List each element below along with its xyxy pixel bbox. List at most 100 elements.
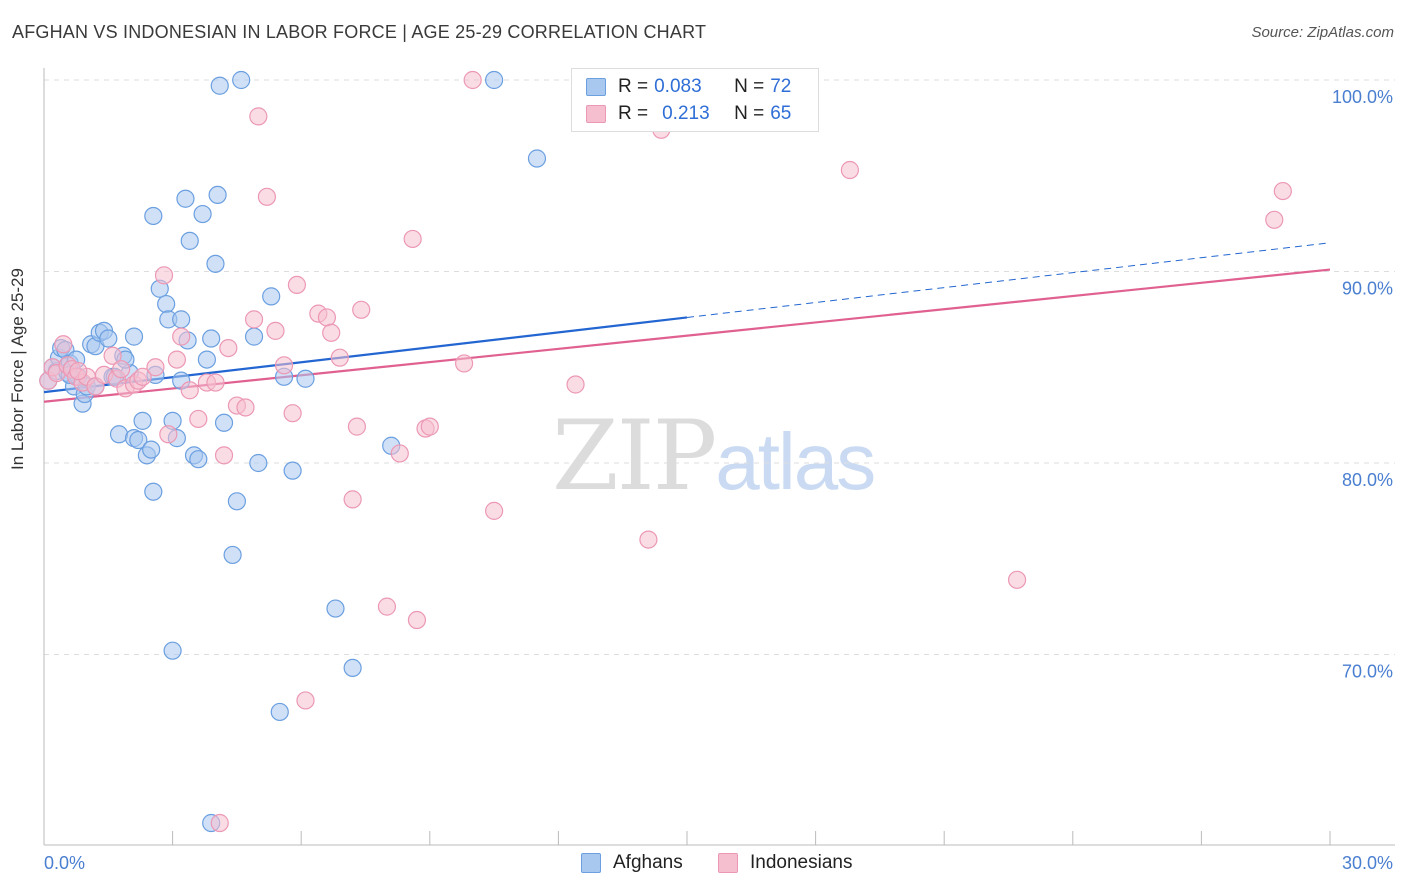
indonesians-trend-line [43, 268, 1331, 403]
trend-lines [43, 242, 1331, 403]
data-points [39, 70, 1292, 833]
indonesian-point [463, 70, 482, 90]
indonesian-point [146, 358, 165, 377]
indonesian-point [407, 610, 427, 630]
indonesian-point [403, 229, 422, 249]
afghan-point [109, 425, 129, 444]
afghans-swatch [586, 78, 606, 96]
afghan-point [193, 204, 212, 224]
afghan-point [296, 369, 315, 388]
afghan-point [343, 658, 362, 678]
legend-r-label: R = [618, 103, 649, 124]
indonesian-point [236, 398, 255, 417]
indonesian-point [1265, 210, 1284, 229]
legend-n-label: N = [734, 103, 765, 124]
indonesians-legend-swatch [718, 853, 738, 873]
indonesian-point [485, 501, 504, 520]
afghan-point [283, 461, 302, 480]
indonesian-point [159, 425, 178, 444]
indonesian-point [210, 813, 229, 833]
indonesian-point [1007, 570, 1027, 589]
indonesian-point [330, 348, 349, 367]
indonesian-point [322, 323, 341, 342]
indonesian-point [154, 266, 174, 285]
indonesians-swatch [586, 105, 606, 123]
indonesian-point [639, 530, 658, 549]
indonesian-point [69, 361, 88, 381]
legend-item-indonesians[interactable]: Indonesians [718, 852, 852, 874]
afghan-point [223, 545, 242, 565]
afghan-point [129, 430, 148, 450]
afghan-point [197, 350, 216, 369]
indonesian-point [287, 275, 307, 295]
indonesian-point [133, 367, 152, 386]
indonesian-point [214, 446, 234, 465]
indonesian-point [840, 160, 859, 180]
indonesian-point [347, 417, 367, 436]
afghan-point [262, 287, 281, 306]
indonesian-point [189, 409, 208, 429]
indonesian-point [566, 375, 585, 394]
legend-r-label: R = [618, 76, 649, 97]
legend-row-indonesians: R = 0.213 N = 65 [586, 102, 791, 126]
watermark: ZIPatlas [552, 400, 876, 512]
indonesians-r-value: 0.213 [662, 103, 710, 124]
afghan-point [485, 70, 504, 90]
afghan-point [180, 231, 199, 250]
afghan-point [144, 206, 163, 226]
y-tick-label: 70.0% [1342, 662, 1393, 682]
indonesian-point [244, 310, 264, 329]
grid-lines [44, 79, 1395, 655]
axes [43, 68, 1395, 846]
afghan-point [270, 702, 289, 722]
afghan-point [176, 189, 195, 208]
afghans-r-value: 0.083 [654, 76, 702, 97]
indonesians-n-value: 65 [770, 103, 792, 124]
indonesian-point [206, 373, 225, 392]
afghan-point [163, 641, 182, 660]
indonesian-point [343, 490, 362, 509]
legend-item-afghans[interactable]: Afghans [581, 852, 683, 874]
afghan-point [244, 327, 264, 346]
x-tick-label-min: 0.0% [44, 853, 85, 873]
watermark-zip: ZIP [552, 400, 717, 512]
indonesian-point [172, 327, 191, 346]
afghan-point [249, 453, 268, 473]
indonesian-point [317, 308, 337, 327]
y-tick-label: 100.0% [1332, 87, 1393, 107]
indonesian-point [180, 381, 199, 400]
afghans-n-value: 72 [770, 76, 792, 97]
afghan-point [527, 149, 547, 168]
afghan-point [232, 70, 251, 90]
watermark-atlas: atlas [715, 417, 876, 506]
indonesian-point [103, 346, 122, 365]
indonesians-legend-label: Indonesians [750, 852, 853, 873]
afghan-point [206, 254, 225, 273]
indonesian-point [249, 107, 268, 126]
source-label: Source: ZipAtlas.com [1251, 24, 1394, 41]
indonesian-point [1273, 181, 1292, 201]
afghan-point [99, 329, 118, 348]
indonesian-point [390, 444, 409, 463]
indonesian-point [296, 691, 315, 710]
afghan-point [144, 482, 163, 501]
indonesian-point [274, 356, 294, 375]
afghan-point [208, 185, 227, 204]
x-tick-label-max: 30.0% [1342, 853, 1393, 873]
indonesian-point [420, 417, 439, 436]
afghan-point [157, 294, 176, 314]
y-tick-label: 90.0% [1342, 279, 1393, 299]
indonesian-point [257, 187, 277, 206]
correlation-legend: R = 0.083 N = 72 R = 0.213 N = 65 [571, 68, 819, 132]
indonesian-point [454, 354, 474, 373]
y-tick-label: 80.0% [1342, 470, 1393, 490]
afghan-point [202, 329, 221, 348]
afghans-legend-label: Afghans [613, 852, 683, 873]
afghan-point [326, 599, 345, 618]
series-legend: Afghans Indonesians [0, 852, 1406, 878]
legend-n-label: N = [734, 76, 765, 97]
afghan-point [124, 327, 144, 346]
chart-title: AFGHAN VS INDONESIAN IN LABOR FORCE | AG… [12, 22, 707, 42]
afghan-point [133, 411, 152, 430]
